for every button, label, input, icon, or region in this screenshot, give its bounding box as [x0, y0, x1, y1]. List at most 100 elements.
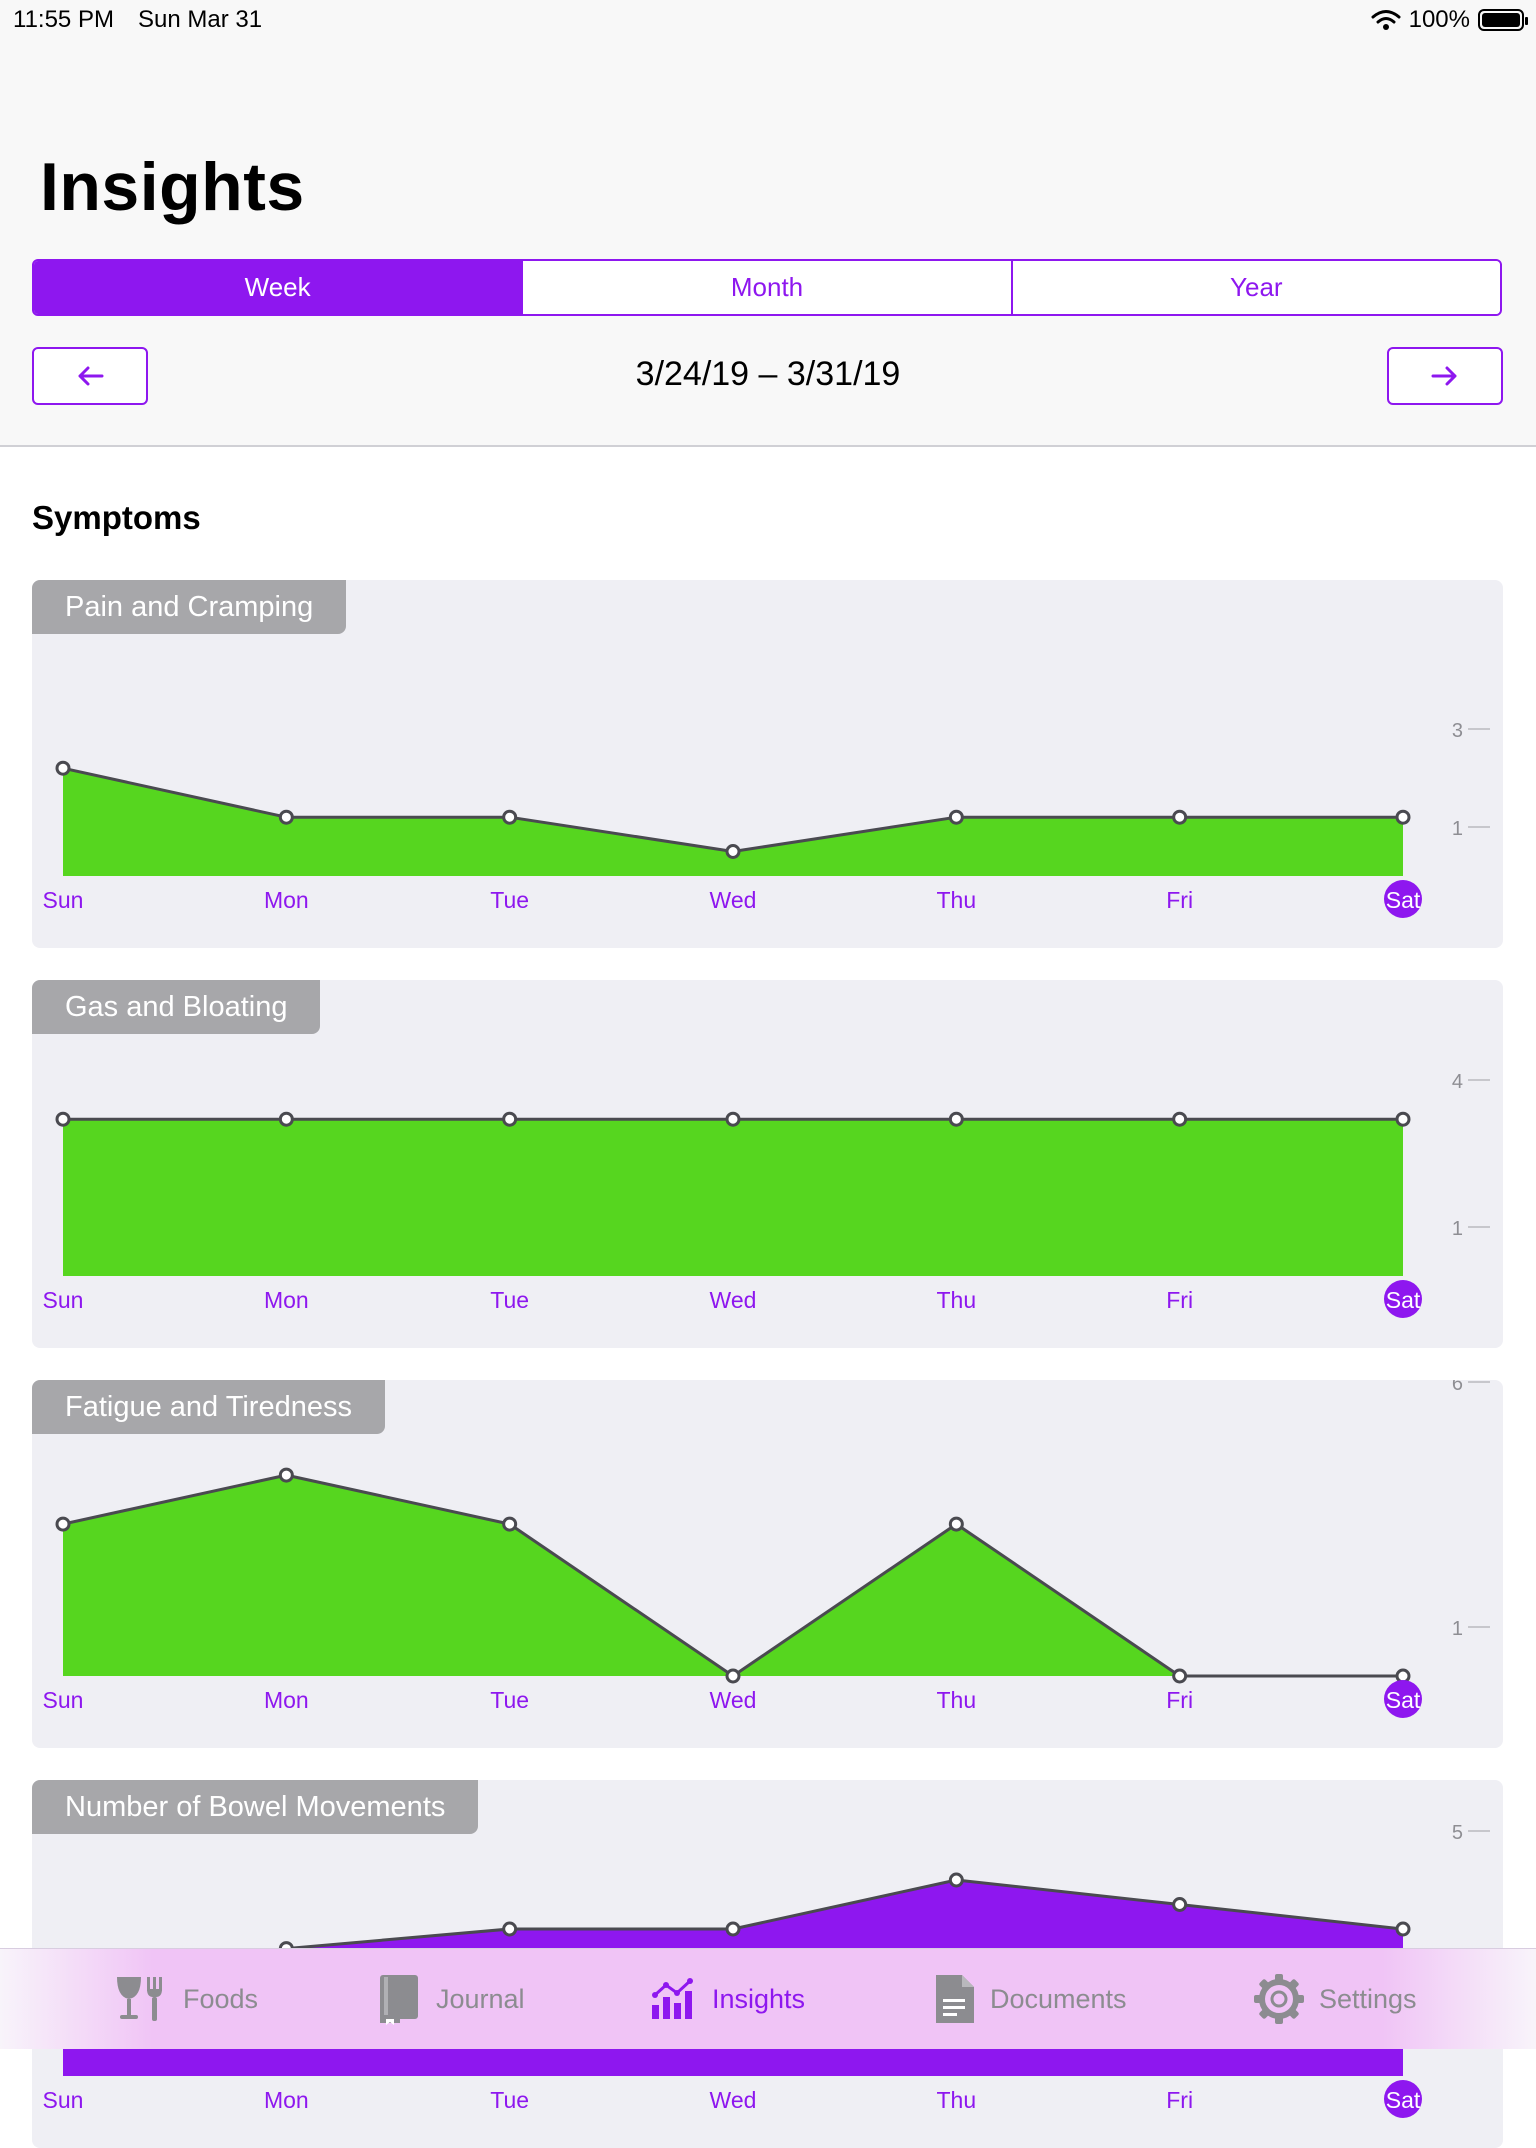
- data-point-tue: [502, 1516, 518, 1532]
- y-tick-label: 6: [1452, 1380, 1463, 1395]
- x-tick-label-fri: Fri: [1166, 2087, 1193, 2113]
- documents-icon: [936, 1975, 974, 2023]
- x-tick-label-tue: Tue: [490, 1287, 529, 1313]
- y-tick-label: 5: [1452, 1822, 1463, 1844]
- x-tick-label-fri: Fri: [1166, 887, 1193, 913]
- chart-card-pain-and-cramping[interactable]: 3 1 Sun Mon Tue Wed Thu Fri Sat Pain and Crampin…: [32, 580, 1503, 948]
- data-point-mon: [278, 1111, 294, 1127]
- tab-settings[interactable]: Settings: [1253, 1949, 1417, 2049]
- arrow-right-icon: [1431, 366, 1457, 386]
- y-tick-label: 1: [1452, 1218, 1463, 1240]
- date-range-label: 3/24/19 – 3/31/19: [635, 355, 901, 393]
- x-tick-label-wed: Wed: [710, 887, 757, 913]
- data-point-sun: [55, 1516, 71, 1532]
- arrow-left-icon: [78, 366, 104, 386]
- data-point-sun: [55, 760, 71, 776]
- x-tick-label-sun: Sun: [43, 1287, 84, 1313]
- data-point-wed: [725, 1668, 741, 1684]
- x-tick-label-sat: Sat: [1386, 887, 1421, 913]
- settings-icon: [1254, 1974, 1304, 2024]
- data-point-mon: [278, 1467, 294, 1483]
- data-point-fri: [1172, 809, 1188, 825]
- area-fill: [63, 1119, 1403, 1276]
- y-tick-label: 4: [1452, 1071, 1463, 1093]
- x-tick-label-fri: Fri: [1166, 1287, 1193, 1313]
- chart-fatigue-and-tiredness: 6 1 Sun Mon Tue Wed Thu Fri Sat: [43, 1380, 1490, 1718]
- data-point-mon: [278, 809, 294, 825]
- x-tick-label-sat: Sat: [1386, 1287, 1421, 1313]
- section-title-symptoms: Symptoms: [32, 499, 201, 536]
- tab-insights[interactable]: Insights: [650, 1949, 805, 2049]
- highlight-day-circle: [1384, 880, 1422, 918]
- x-tick-label-tue: Tue: [490, 2087, 529, 2113]
- x-tick-label-mon: Mon: [264, 1687, 309, 1713]
- data-point-thu: [948, 809, 964, 825]
- data-point-sat: [1395, 1111, 1411, 1127]
- data-point-fri: [1172, 1111, 1188, 1127]
- x-tick-label-thu: Thu: [937, 1287, 977, 1313]
- segment-week[interactable]: Week: [34, 261, 524, 314]
- chart-card-gas-and-bloating[interactable]: 4 1 Sun Mon Tue Wed Thu Fri Sat Gas and Bloating: [32, 980, 1503, 1348]
- highlight-day-circle: [1384, 1680, 1422, 1718]
- data-point-tue: [502, 1111, 518, 1127]
- chart-title: Pain and Cramping: [32, 580, 347, 634]
- data-point-sat: [1395, 1921, 1411, 1937]
- highlight-day-circle: [1384, 1280, 1422, 1318]
- data-point-sun: [55, 1111, 71, 1127]
- data-point-fri: [1172, 1897, 1188, 1912]
- tab-journal[interactable]: Journal: [378, 1949, 525, 2049]
- tab-label: Insights: [712, 1983, 806, 2014]
- x-tick-label-mon: Mon: [264, 2087, 309, 2113]
- tab-foods[interactable]: Foods: [115, 1949, 258, 2049]
- data-point-tue: [502, 1921, 518, 1937]
- status-time: 11:55 PM: [13, 6, 114, 33]
- header: Insights Week Month Year 3/24/19 – 3/31/…: [0, 0, 1536, 447]
- chart-gas-and-bloating: 4 1 Sun Mon Tue Wed Thu Fri Sat: [43, 1071, 1490, 1318]
- status-bar: 11:55 PM Sun Mar 31 100%: [0, 0, 1536, 40]
- y-tick-label: 3: [1452, 720, 1463, 742]
- y-tick-label: 1: [1452, 818, 1463, 840]
- x-tick-label-sun: Sun: [43, 887, 84, 913]
- x-tick-label-sun: Sun: [43, 1687, 84, 1713]
- data-point-tue: [502, 809, 518, 825]
- status-date: Sun Mar 31: [138, 6, 263, 33]
- data-point-sat: [1395, 809, 1411, 825]
- segment-month[interactable]: Month: [523, 261, 1013, 314]
- data-point-thu: [948, 1111, 964, 1127]
- tab-label: Settings: [1319, 1983, 1417, 2014]
- x-tick-label-tue: Tue: [490, 1687, 529, 1713]
- area-fill: [63, 768, 1403, 876]
- x-tick-label-mon: Mon: [264, 1287, 309, 1313]
- next-period-button[interactable]: [1387, 347, 1503, 405]
- x-tick-label-sat: Sat: [1386, 1687, 1421, 1713]
- tab-documents[interactable]: Documents: [934, 1949, 1127, 2049]
- tab-label: Journal: [436, 1983, 525, 2014]
- previous-period-button[interactable]: [32, 347, 148, 405]
- x-tick-label-wed: Wed: [710, 2087, 757, 2113]
- segment-year[interactable]: Year: [1012, 261, 1500, 314]
- x-tick-label-sat: Sat: [1386, 2087, 1421, 2113]
- y-tick-label: 1: [1452, 1618, 1463, 1640]
- period-segmented-control: Week Month Year: [32, 259, 1502, 316]
- x-tick-label-wed: Wed: [710, 1687, 757, 1713]
- wifi-icon: [1371, 10, 1401, 30]
- data-point-fri: [1172, 1668, 1188, 1684]
- chart-title: Number of Bowel Movements: [32, 1780, 479, 1834]
- chart-card-fatigue-and-tiredness[interactable]: 6 1 Sun Mon Tue Wed Thu Fri Sat Fatigue and Tire…: [32, 1380, 1503, 1748]
- x-tick-label-sun: Sun: [43, 2087, 84, 2113]
- x-tick-label-thu: Thu: [937, 887, 977, 913]
- chart-title: Fatigue and Tiredness: [32, 1380, 385, 1434]
- area-fill: [63, 1475, 1403, 1676]
- data-point-thu: [948, 1872, 964, 1888]
- insights-icon: [652, 1978, 693, 2019]
- journal-icon: [380, 1975, 418, 2025]
- tab-label: Foods: [183, 1983, 259, 2014]
- page-title: Insights: [40, 149, 305, 225]
- tab-bar: Foods Journal Insights: [0, 1948, 1536, 2049]
- x-tick-label-thu: Thu: [937, 1687, 977, 1713]
- x-tick-label-wed: Wed: [710, 1287, 757, 1313]
- data-point-wed: [725, 844, 741, 859]
- data-point-wed: [725, 1921, 741, 1937]
- x-tick-label-tue: Tue: [490, 887, 529, 913]
- chart-title: Gas and Bloating: [32, 980, 321, 1034]
